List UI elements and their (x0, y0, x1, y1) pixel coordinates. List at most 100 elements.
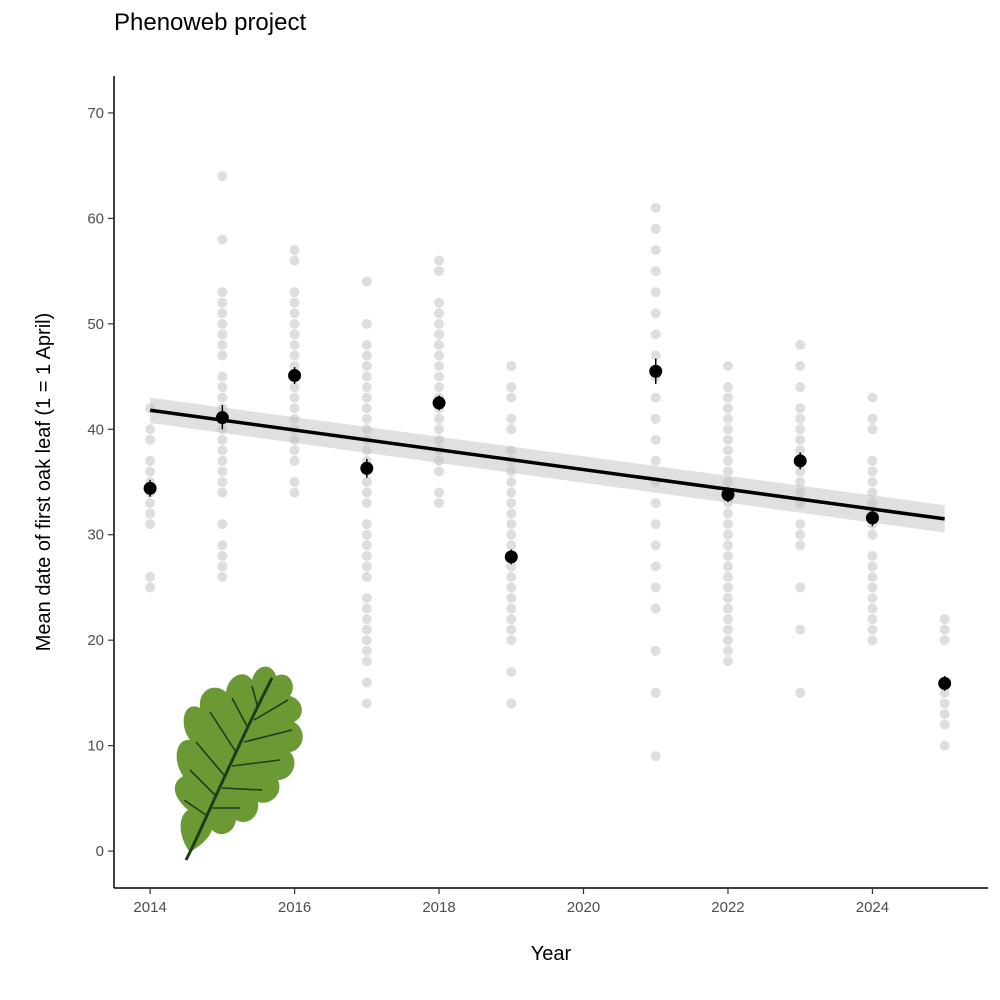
observation-point (506, 392, 517, 403)
x-axis-ticks: 2014 2016 2018 2020 2022 2024 (133, 888, 889, 916)
observation-point (361, 698, 372, 709)
observation-point (361, 413, 372, 424)
observation-point (795, 424, 806, 435)
mean-point (504, 550, 518, 564)
observation-point (145, 455, 156, 466)
observation-point (361, 487, 372, 498)
observation-point (217, 455, 228, 466)
mean-point (649, 364, 663, 378)
observation-point (795, 582, 806, 593)
observation-point (650, 751, 661, 762)
trend-line-layer (149, 408, 945, 521)
observation-point (506, 593, 517, 603)
observation-point (867, 635, 878, 646)
observation-point (289, 318, 300, 329)
observation-point (361, 339, 372, 350)
observation-point (289, 350, 300, 361)
observation-point (867, 392, 878, 403)
observation-point (289, 413, 300, 424)
observation-point (217, 487, 228, 498)
observation-point (506, 477, 517, 487)
observation-point (506, 487, 517, 498)
observation-point (722, 361, 733, 371)
observation-point (795, 434, 806, 445)
observation-point (722, 392, 733, 403)
observation-point (867, 424, 878, 435)
observation-point (289, 455, 300, 466)
observation-point (145, 571, 156, 582)
observation-point (145, 519, 156, 530)
observation-point (650, 202, 661, 213)
observation-point (795, 403, 806, 414)
observation-point (506, 498, 517, 509)
observation-point (289, 297, 300, 308)
observation-point (361, 571, 372, 582)
observation-point (650, 308, 661, 319)
observation-point (217, 445, 228, 456)
observation-point (217, 434, 228, 445)
y-tick-label: 60 (87, 210, 104, 227)
observation-point (867, 593, 878, 603)
x-tick-label: 2016 (278, 899, 311, 916)
mean-point (865, 511, 879, 525)
observation-point (795, 339, 806, 350)
x-tick-label: 2024 (856, 899, 889, 916)
observation-point (650, 266, 661, 277)
observation-point (867, 614, 878, 625)
observation-point (650, 223, 661, 234)
observation-point (867, 477, 878, 487)
observation-point (506, 382, 517, 393)
observation-point (650, 392, 661, 403)
observation-point (867, 466, 878, 477)
observation-point (795, 487, 806, 498)
observation-point (289, 339, 300, 350)
observation-point (650, 287, 661, 298)
observation-point (434, 466, 445, 477)
observation-point (650, 687, 661, 698)
observation-point (722, 519, 733, 530)
observation-point (506, 624, 517, 635)
observation-point (434, 455, 445, 466)
observation-point (217, 477, 228, 487)
observation-point (289, 361, 300, 371)
observation-point (722, 624, 733, 635)
observation-point (217, 392, 228, 403)
observation-point (867, 455, 878, 466)
observation-point (361, 645, 372, 656)
observation-point (145, 582, 156, 593)
observation-point (289, 308, 300, 319)
observation-point (650, 245, 661, 255)
observation-point (722, 445, 733, 456)
observation-point (795, 361, 806, 371)
observation-point (434, 382, 445, 393)
observation-point (217, 550, 228, 561)
oak-leaf-icon (174, 666, 303, 861)
observation-point (434, 339, 445, 350)
observation-point (289, 255, 300, 266)
observation-point (722, 635, 733, 646)
observation-point (650, 582, 661, 593)
observation-point (650, 455, 661, 466)
observation-point (867, 550, 878, 561)
observation-point (434, 424, 445, 435)
observation-point (361, 361, 372, 371)
observation-point (939, 635, 950, 646)
y-tick-label: 50 (87, 316, 104, 333)
observation-point (361, 318, 372, 329)
observation-point (722, 508, 733, 519)
observation-point (361, 498, 372, 509)
observation-point (650, 413, 661, 424)
observation-point (361, 529, 372, 540)
observation-point (434, 487, 445, 498)
observation-point (722, 614, 733, 625)
x-tick-label: 2020 (567, 899, 600, 916)
observation-point (289, 245, 300, 255)
observation-point (361, 603, 372, 614)
observation-point (722, 455, 733, 466)
observation-point (722, 382, 733, 393)
y-axis-ticks: 0 10 20 30 40 50 60 70 (87, 105, 114, 860)
observation-point (506, 508, 517, 519)
mean-point (721, 488, 735, 502)
observation-point (361, 561, 372, 572)
observation-point (722, 403, 733, 414)
